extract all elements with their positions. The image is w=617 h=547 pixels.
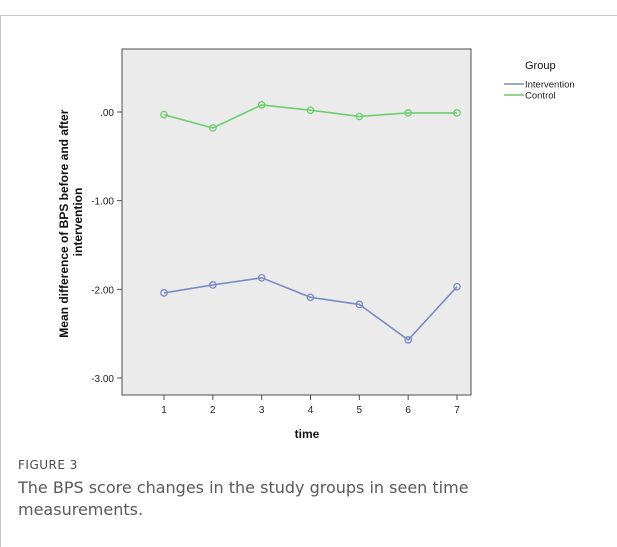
y-axis-label-line-1: Mean difference of BPS before and after [57,109,71,337]
data-point-control [208,124,217,132]
x-tick-label: 1 [161,405,167,416]
series-line-intervention [163,276,458,341]
plot-area [121,48,472,396]
figure-caption: The BPS score changes in the study group… [18,478,469,519]
data-point-intervention [355,300,364,309]
line-chart: .00 -1.00 -2.00 -3.00 1 2 3 4 5 6 7 Mean differen… [57,48,575,441]
x-tick-label: 7 [454,405,460,416]
x-tick-label: 6 [405,405,411,416]
data-point-control [355,112,364,121]
data-point-control [257,101,266,109]
series-line-control [163,104,457,129]
figure-frame-left [0,15,1,547]
data-point-intervention [208,281,217,289]
y-axis-label: Mean difference of BPS before and after … [57,106,85,337]
legend-title: Group [525,60,556,72]
figure-label: FIGURE 3 [18,458,78,472]
data-point-control [306,106,315,115]
y-tick-label: .00 [100,108,114,119]
x-axis: 1 2 3 4 5 6 7 [161,395,460,416]
data-point-intervention [404,336,413,344]
data-point-intervention [453,282,461,291]
y-axis-label-line-2: intervention [71,188,85,257]
x-tick-label: 4 [308,405,314,416]
data-point-control [453,109,461,117]
y-tick-label: -2.00 [91,285,114,296]
legend-label-intervention: Intervention [525,80,575,91]
figure-frame-top [0,15,617,16]
x-axis-label: time [295,427,320,441]
legend-label-control: Control [525,91,556,102]
x-tick-label: 2 [210,405,216,416]
data-point-control [160,110,168,119]
series-layer [160,101,461,344]
data-point-control [404,109,413,117]
data-point-intervention [160,289,168,297]
x-tick-label: 5 [357,405,363,416]
data-point-intervention [257,273,266,282]
x-tick-label: 3 [259,405,265,416]
y-tick-label: -3.00 [91,374,114,385]
y-axis: .00 -1.00 -2.00 -3.00 [91,108,122,385]
data-point-intervention [306,293,315,302]
y-tick-label: -1.00 [91,197,114,208]
